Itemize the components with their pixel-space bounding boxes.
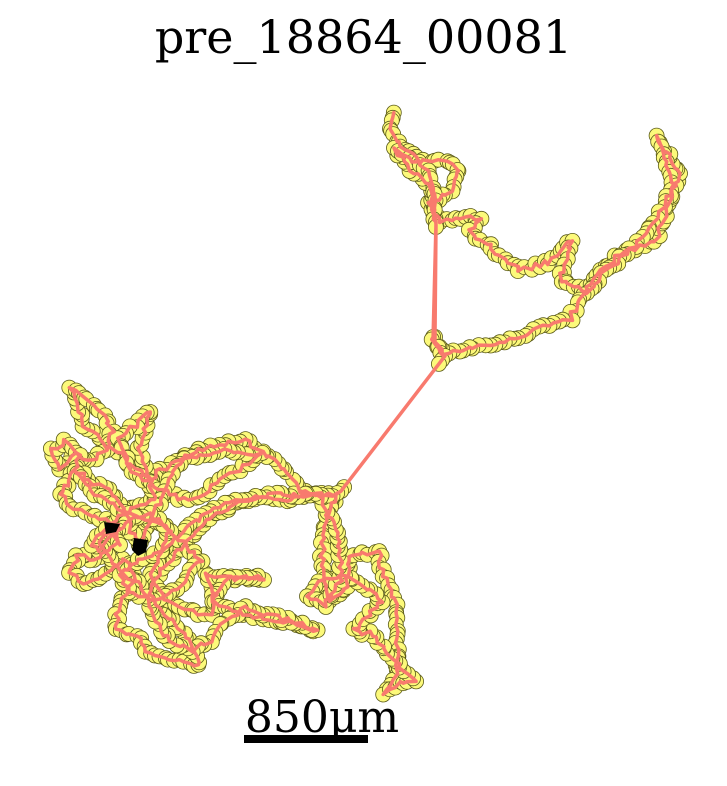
page-title: pre_18864_00081 <box>154 10 573 64</box>
start-marker <box>104 522 120 534</box>
scale-bar <box>244 735 368 743</box>
start-markers <box>104 522 148 556</box>
trajectory-path <box>49 110 682 697</box>
scale-bar-label: 850μm <box>244 692 400 743</box>
trajectory-line <box>49 110 682 697</box>
position-markers <box>43 104 688 703</box>
start-marker <box>132 538 148 556</box>
